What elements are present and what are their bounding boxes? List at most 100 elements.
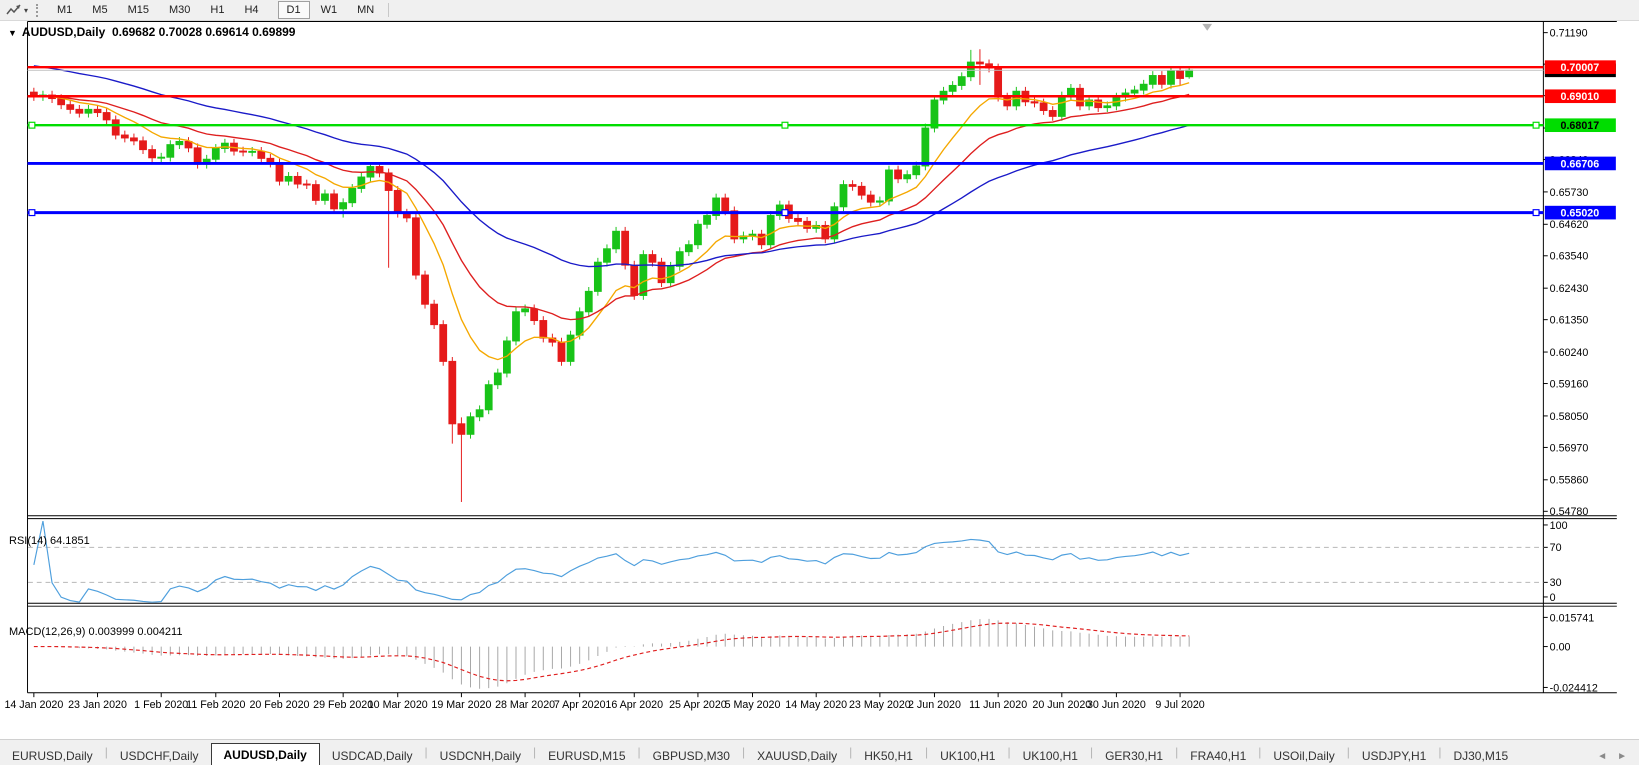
price-badge	[1544, 156, 1616, 171]
candle-up	[666, 265, 675, 284]
svg-text:20 Jun 2020: 20 Jun 2020	[1032, 699, 1091, 711]
candle-up	[284, 175, 293, 182]
svg-text:-0.024412: -0.024412	[1550, 682, 1598, 694]
chart-tab-dj30-m15[interactable]: DJ30,M15	[1453, 748, 1509, 763]
line-handle[interactable]	[781, 121, 789, 129]
chart-symbol-label: AUDUSD,Daily	[21, 25, 106, 39]
candle-down	[857, 185, 866, 196]
candle-down	[375, 166, 384, 174]
chart-tab-eurusd-daily[interactable]: EURUSD,Daily	[12, 748, 93, 763]
timeframe-button-m30[interactable]: M30	[168, 4, 191, 16]
tab-separator: |	[1346, 744, 1350, 759]
candle-down	[120, 134, 129, 139]
line-handle[interactable]	[781, 209, 789, 217]
timeframe-button-h1[interactable]: H1	[210, 4, 225, 16]
chart-tab-usdchf-daily[interactable]: USDCHF,Daily	[119, 748, 199, 763]
candle-up	[712, 197, 721, 217]
candle-up	[493, 372, 502, 386]
line-handle[interactable]	[1532, 209, 1540, 217]
chart-canvas[interactable]: 0.711900.701100.690300.679200.668400.657…	[0, 20, 1639, 739]
chart-area[interactable]: 0.711900.701100.690300.679200.668400.657…	[0, 20, 1639, 739]
tab-separator: |	[1007, 744, 1011, 759]
svg-text:0.015741: 0.015741	[1550, 612, 1595, 624]
candle-up	[484, 384, 493, 411]
candle-down	[293, 175, 302, 185]
candle-down	[239, 150, 247, 153]
candle-up	[1148, 75, 1157, 85]
svg-text:30 Jun 2020: 30 Jun 2020	[1087, 699, 1146, 711]
svg-text:0.00: 0.00	[1550, 641, 1571, 653]
svg-text:0.62430: 0.62430	[1550, 283, 1589, 295]
tab-separator: |	[1258, 744, 1262, 759]
chart-line-icon[interactable]: ▾	[0, 0, 34, 20]
candle-down	[75, 108, 84, 114]
candle-down	[275, 162, 284, 182]
chart-tab-uk100-h1[interactable]: UK100,H1	[1022, 748, 1078, 763]
horizontal-lines[interactable]	[27, 65, 1544, 217]
chart-tab-usdjpy-h1[interactable]: USDJPY,H1	[1361, 748, 1427, 763]
chart-tab-eurusd-m15[interactable]: EURUSD,M15	[548, 748, 626, 763]
timeframe-button-d1[interactable]: D1	[277, 1, 310, 19]
candle-down	[257, 150, 266, 159]
chart-tab-bar: EURUSD,Daily | USDCHF,Daily AUDUSD,Daily USD…	[0, 739, 1639, 765]
svg-text:30: 30	[1550, 577, 1562, 589]
candle-down	[393, 189, 402, 214]
chart-tab-usoil-daily[interactable]: USOil,Daily	[1273, 748, 1335, 763]
svg-text:16 Apr 2020: 16 Apr 2020	[605, 699, 663, 711]
candle-down	[421, 274, 429, 305]
macd-histogram	[42, 618, 1190, 689]
chart-tab-uk100-h1[interactable]: UK100,H1	[940, 748, 996, 763]
timeframe-button-w1[interactable]: W1	[320, 4, 338, 16]
svg-text:70: 70	[1550, 542, 1562, 554]
timeframe-buttons: M1 M5 M15 M30 H1 H4 D1 W1 MN	[47, 1, 384, 19]
ma-slow-line	[33, 65, 1190, 268]
tab-scroll-right-icon[interactable]: ►	[1617, 751, 1627, 762]
tab-separator: |	[637, 744, 641, 759]
svg-text:9 Jul 2020: 9 Jul 2020	[1155, 699, 1204, 711]
toolbar-grip[interactable]	[36, 3, 42, 17]
svg-text:0.55860: 0.55860	[1550, 475, 1589, 487]
chart-tab-xauusd-daily[interactable]: XAUUSD,Daily	[757, 748, 838, 763]
line-handle[interactable]	[28, 209, 36, 217]
timeframe-button-mn[interactable]: MN	[357, 4, 375, 16]
chevron-down-icon[interactable]: ▾	[24, 5, 29, 15]
svg-text:0.71190: 0.71190	[1550, 28, 1588, 40]
tab-scroll-left-icon[interactable]: ◄	[1597, 751, 1608, 762]
timeframe-button-m1[interactable]: M1	[57, 4, 73, 16]
candle-up	[521, 308, 529, 313]
candle-down	[311, 184, 320, 201]
chart-tab-ger30-h1[interactable]: GER30,H1	[1105, 748, 1164, 763]
candle-up	[211, 147, 220, 160]
tab-separator: |	[1089, 744, 1094, 759]
candle-up	[675, 251, 684, 267]
svg-text:11 Jun 2020: 11 Jun 2020	[969, 699, 1027, 711]
chart-tab-audusd-daily[interactable]: AUDUSD,Daily	[210, 743, 320, 765]
svg-text:11 Feb 2020: 11 Feb 2020	[186, 699, 245, 711]
macd-indicator-label: MACD(12,26,9) 0.003999 0.004211	[9, 626, 183, 638]
svg-text:2 Jun 2020: 2 Jun 2020	[908, 699, 961, 711]
candle-down	[630, 264, 639, 296]
timeframe-button-h4[interactable]: H4	[244, 4, 259, 16]
chart-tab-fra40-h1[interactable]: FRA40,H1	[1190, 748, 1247, 763]
chart-tab-usdcad-daily[interactable]: USDCAD,Daily	[331, 748, 413, 763]
svg-text:0.56970: 0.56970	[1550, 442, 1589, 454]
candle-down	[821, 224, 830, 240]
svg-text:0.63540: 0.63540	[1550, 251, 1589, 263]
chart-tab-hk50-h1[interactable]: HK50,H1	[864, 748, 913, 763]
timeframe-button-m15[interactable]: M15	[127, 4, 149, 16]
chart-shift-marker[interactable]	[1202, 23, 1213, 31]
chart-tab-usdcnh-daily[interactable]: USDCNH,Daily	[439, 748, 522, 763]
timeframe-button-m5[interactable]: M5	[92, 4, 108, 16]
line-handle[interactable]	[1532, 121, 1540, 129]
candle-up	[1085, 99, 1093, 107]
candle-up	[475, 409, 484, 418]
candle-down	[1039, 102, 1048, 112]
svg-text:0.54780: 0.54780	[1550, 506, 1589, 518]
toolbar-separator	[388, 3, 390, 17]
chart-menu-icon[interactable]: ▼	[8, 28, 17, 38]
line-handle[interactable]	[28, 121, 36, 129]
svg-text:14 May 2020: 14 May 2020	[785, 699, 847, 711]
chart-tab-gbpusd-m30[interactable]: GBPUSD,M30	[652, 748, 730, 763]
candle-up	[348, 187, 357, 204]
